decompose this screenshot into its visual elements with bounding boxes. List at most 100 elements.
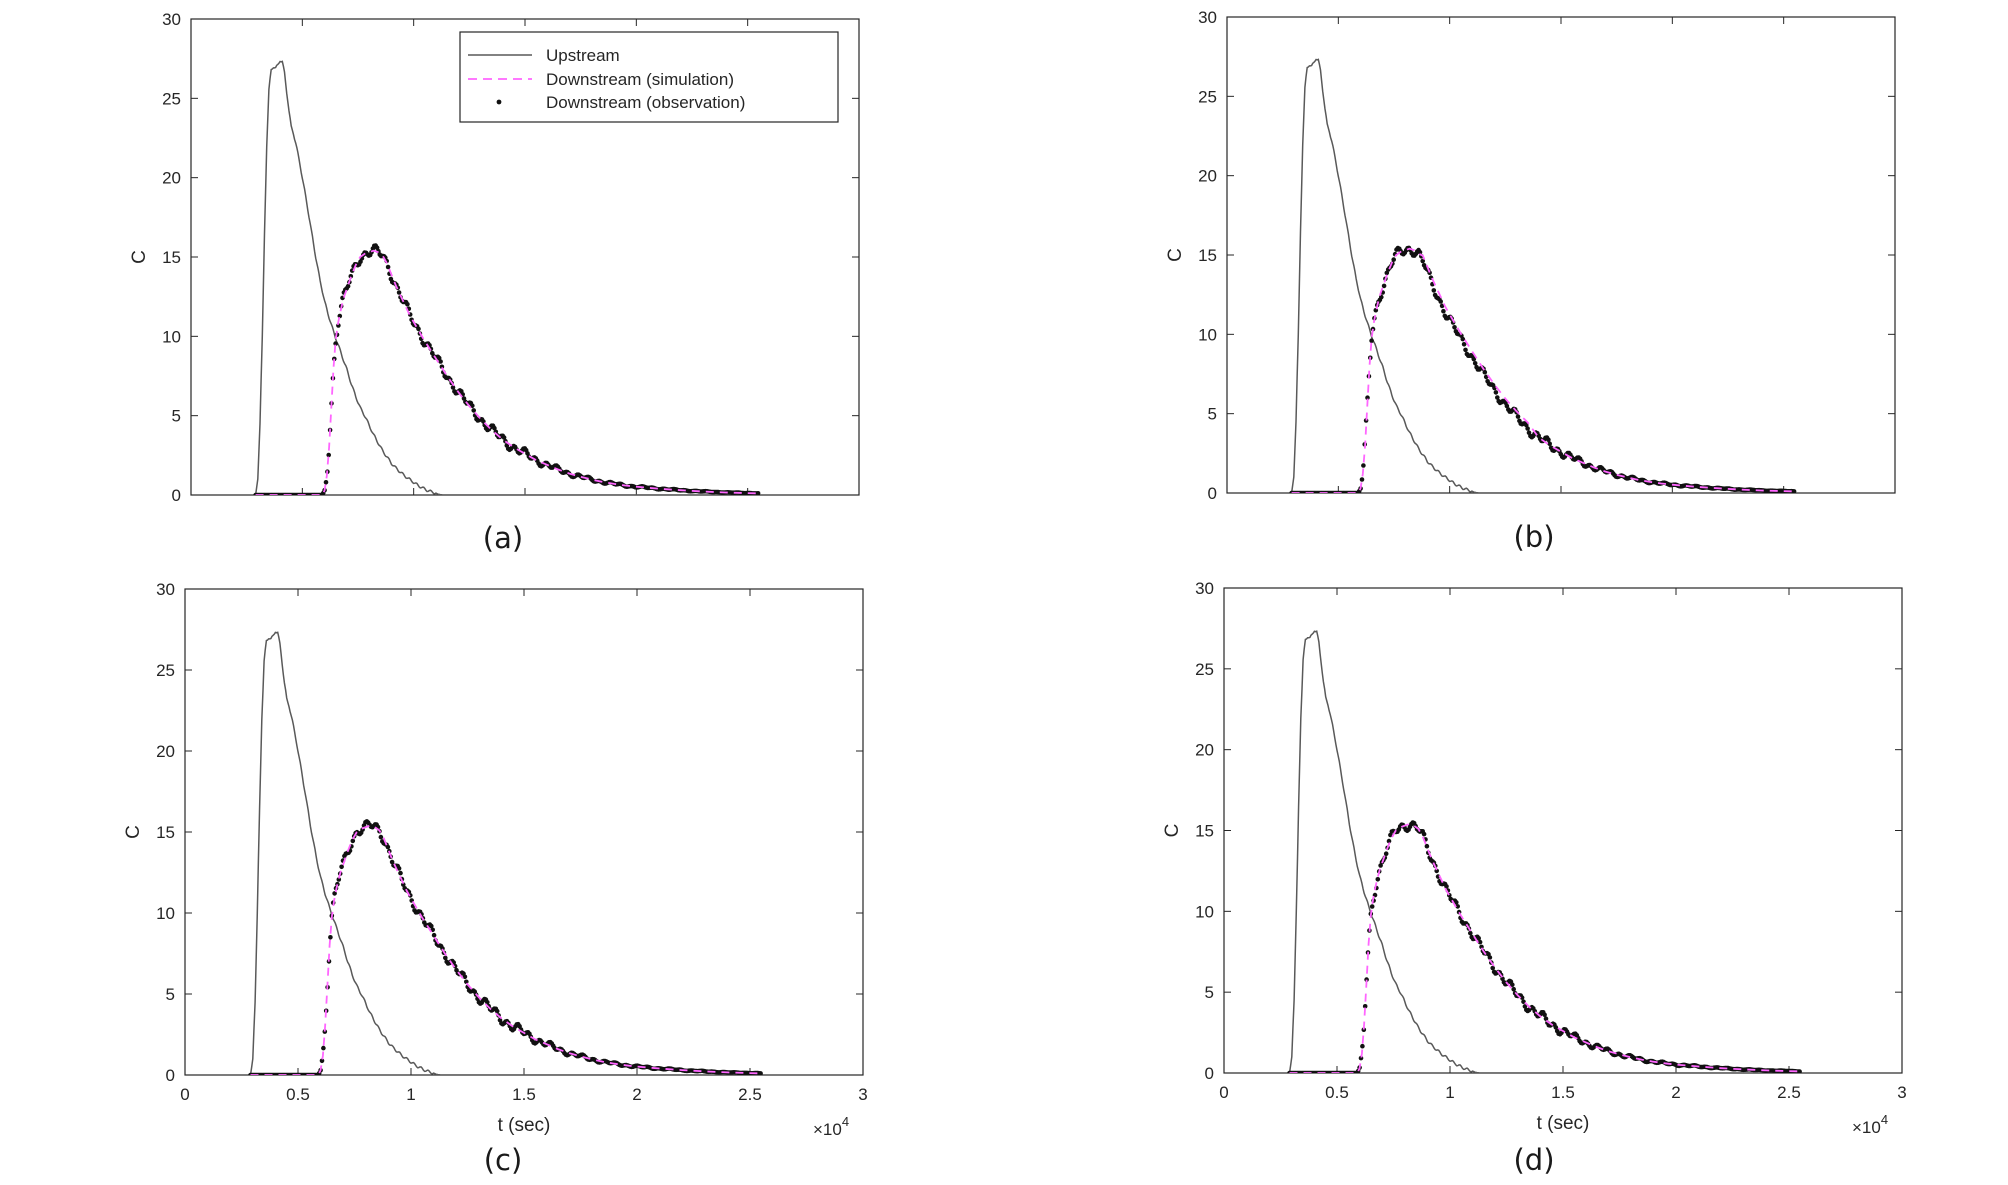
- legend-label-upstream: Upstream: [546, 46, 620, 65]
- y-axis-label: C: [123, 825, 144, 839]
- y-tick-label: 15: [156, 823, 175, 842]
- observation-point: [1542, 1012, 1547, 1017]
- panel-b: 0 5 10 15 20 25 30 C (b): [1165, 8, 1896, 554]
- y-tick-label: 5: [166, 985, 175, 1004]
- series-upstream: [1288, 630, 1801, 1073]
- observation-point: [1431, 288, 1437, 293]
- x-axis-exponent: ×104: [813, 1114, 849, 1139]
- y-tick-label: 10: [162, 327, 181, 346]
- observation-point: [1424, 843, 1430, 849]
- observation-point: [1504, 403, 1510, 409]
- plot-area: [1223, 587, 1903, 1074]
- y-tick-label: 5: [1205, 983, 1214, 1002]
- observation-point: [462, 974, 468, 980]
- x-tick-label: 0: [1219, 1083, 1228, 1102]
- observation-point: [1500, 976, 1505, 981]
- x-axis-exponent-power: 4: [842, 1114, 849, 1129]
- observation-point: [1487, 955, 1493, 960]
- observation-point: [401, 882, 406, 887]
- legend-box: [459, 31, 839, 123]
- observation-point: [1441, 308, 1446, 314]
- y-axis-label: C: [1165, 248, 1186, 262]
- observation-point: [1388, 832, 1393, 838]
- observation-point: [1510, 982, 1515, 987]
- observation-point: [319, 1058, 325, 1064]
- x-tick-label: 1: [1445, 1083, 1454, 1102]
- observation-point: [439, 364, 445, 370]
- observation-point: [416, 326, 421, 332]
- x-tick-label: 3: [1897, 1083, 1906, 1102]
- observation-point: [321, 1045, 326, 1051]
- observation-point: [1495, 395, 1500, 400]
- observation-point: [385, 844, 391, 850]
- series-upstream: [1290, 58, 1795, 493]
- observation-point: [1463, 347, 1468, 353]
- x-axis-label: t (sec): [498, 1115, 551, 1136]
- y-tick-label: 0: [1208, 484, 1217, 503]
- legend-label-simulation: Downstream (simulation): [546, 70, 734, 89]
- plot-series: [1289, 58, 1797, 493]
- observation-point: [1365, 395, 1370, 401]
- observation-point: [431, 932, 437, 938]
- observation-point: [1438, 299, 1443, 304]
- observation-point: [1553, 1025, 1559, 1030]
- observation-point: [1361, 463, 1366, 468]
- observation-point: [1421, 831, 1427, 837]
- observation-point: [492, 425, 497, 431]
- observation-point: [348, 274, 354, 279]
- observation-point: [1420, 258, 1425, 264]
- x-tick-label: 1.5: [512, 1085, 536, 1104]
- observation-point: [1477, 939, 1483, 945]
- panel-d: 0 5 10 15 20 25 30 0 0.5 1 1.5 2 2.5 3 Ct (sec) ×104 (d): [1162, 579, 1907, 1177]
- observation-point: [1515, 414, 1521, 419]
- x-tick-label: 0.5: [1325, 1083, 1349, 1102]
- y-tick-label: 10: [156, 904, 175, 923]
- x-tick-label: 2.5: [738, 1085, 762, 1104]
- observation-point: [1468, 930, 1473, 936]
- observation-point: [1364, 977, 1369, 982]
- x-tick-label: 0: [180, 1085, 189, 1104]
- observation-point: [322, 1029, 328, 1034]
- observation-point: [1524, 422, 1529, 428]
- y-tick-label: 15: [1198, 246, 1217, 265]
- observation-point: [1511, 986, 1516, 992]
- y-tick-label: 25: [162, 89, 181, 108]
- y-tick-label: 25: [1198, 87, 1217, 106]
- observation-point: [436, 355, 442, 361]
- observation-point: [755, 491, 761, 495]
- observation-point: [1797, 1069, 1802, 1073]
- observation-point: [1490, 965, 1495, 971]
- observation-point: [494, 1008, 500, 1014]
- y-tick-label: 20: [156, 742, 175, 761]
- observation-point: [1369, 338, 1374, 344]
- observation-point: [323, 480, 329, 485]
- panel-c: 0 5 10 15 20 25 30 0 0.5 1 1.5 2 2.5 3 Ct (sec) ×104 (c): [123, 580, 868, 1177]
- observation-point: [1369, 904, 1375, 909]
- observation-point: [1791, 489, 1797, 493]
- observation-point: [1417, 250, 1423, 255]
- x-tick-label: 2: [1671, 1083, 1680, 1102]
- observation-point: [1444, 884, 1449, 889]
- y-tick-label: 15: [1195, 822, 1214, 841]
- legend: Upstream Downstream (simulation) Downstr…: [459, 31, 839, 123]
- y-tick-label: 20: [1195, 741, 1214, 760]
- observation-point: [1460, 336, 1466, 342]
- panel-caption: (c): [484, 1143, 523, 1177]
- y-tick-label: 0: [1205, 1064, 1214, 1083]
- observation-point: [405, 302, 410, 307]
- plot-series: [248, 631, 763, 1075]
- y-axis-label: C: [1162, 824, 1183, 838]
- observation-point: [1476, 936, 1481, 941]
- observation-point: [1391, 257, 1396, 262]
- x-axis-exponent-power: 4: [1881, 1112, 1888, 1127]
- x-tick-label: 3: [858, 1085, 867, 1104]
- plot-series: [253, 60, 761, 495]
- y-tick-label: 10: [1198, 325, 1217, 344]
- y-tick-label: 0: [172, 486, 181, 505]
- y-tick-label: 30: [1198, 8, 1217, 27]
- y-tick-label: 5: [1208, 405, 1217, 424]
- series-simulation: [250, 824, 762, 1075]
- observation-point: [385, 264, 391, 270]
- y-tick-label: 15: [162, 248, 181, 267]
